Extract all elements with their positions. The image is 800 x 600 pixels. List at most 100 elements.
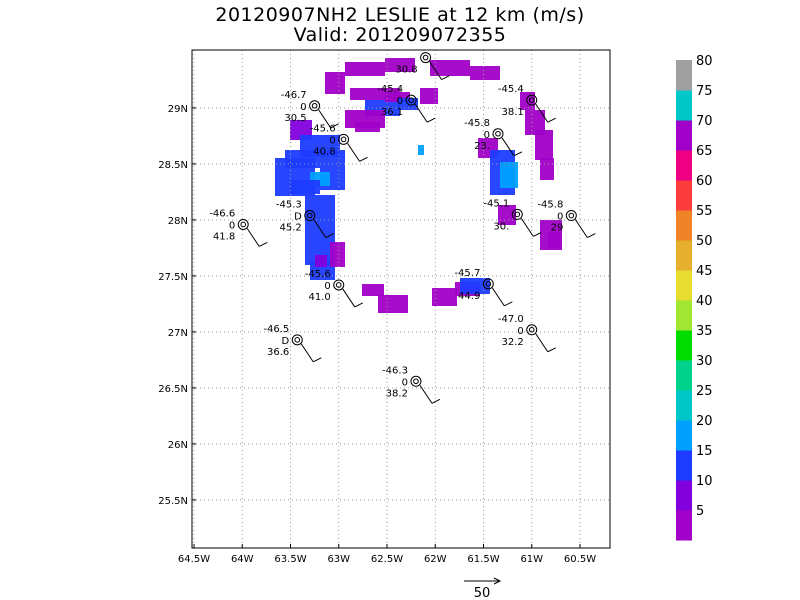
color-bar-label: 5: [696, 504, 704, 519]
station-value: 36.6: [267, 347, 289, 358]
station-value: 30.5: [284, 113, 306, 124]
color-bar-label: 45: [696, 264, 713, 279]
station-temperature: -45.6: [305, 269, 331, 280]
wind-barb-flag: [441, 75, 450, 81]
station-temperature: -46.6: [209, 208, 235, 219]
wind-barb-staff: [535, 333, 549, 353]
x-tick-label: 64W: [231, 554, 254, 565]
x-tick-label: 63W: [327, 554, 350, 565]
station-temperature: -45.8: [537, 200, 563, 211]
color-bar-label: 50: [696, 234, 713, 249]
wind-barb-staff: [318, 109, 332, 129]
chart-title: 20120907NH2 LESLIE at 12 km (m/s): [215, 4, 585, 26]
station-inner-circle-icon: [311, 102, 318, 109]
color-bar-segment: [676, 510, 692, 541]
station-circle-icon: [492, 128, 504, 140]
wind-barb-staff: [347, 143, 360, 162]
wind-barb-flag: [313, 357, 322, 363]
station-circle-icon: [511, 208, 523, 220]
station-inner-circle-icon: [495, 130, 501, 137]
station-plot: 30.8: [395, 52, 450, 81]
y-tick-label: 29N: [168, 104, 188, 115]
wind-barb-staff: [520, 218, 534, 237]
station-inner-circle-icon: [335, 282, 342, 288]
wind-speed-cell: [325, 72, 345, 94]
x-tick-label: 61.5W: [467, 554, 499, 565]
color-bar-label: 70: [696, 114, 713, 129]
reference-vector-label: 50: [474, 586, 491, 600]
station-circle-icon: [309, 100, 321, 112]
station-value: 36.1: [381, 107, 403, 118]
station-dewpoint: 0: [517, 326, 523, 337]
y-tick-label: 28N: [168, 216, 188, 227]
wind-speed-cell: [500, 162, 518, 188]
station-value: 32.2: [501, 337, 523, 348]
station-value: 41.0: [308, 292, 330, 303]
station-inner-circle-icon: [413, 378, 419, 385]
x-tick-label: 62.5W: [371, 554, 403, 565]
station-circle-icon: [526, 324, 538, 336]
station-value: 29: [551, 223, 564, 234]
color-bar-label: 30: [696, 354, 713, 369]
x-tick-label: 62W: [424, 554, 447, 565]
wind-barb-flag: [533, 231, 542, 237]
station-dewpoint: 0: [329, 135, 335, 146]
station-circle-icon: [338, 133, 350, 145]
color-bar-label: 15: [696, 444, 713, 459]
wind-speed-cell: [378, 295, 408, 313]
wind-speed-cell: [385, 92, 410, 102]
color-bar-segment: [676, 330, 692, 361]
station-temperature: -45.7: [454, 268, 480, 279]
wind-barb-staff: [342, 288, 356, 308]
station-value: 38.1: [501, 107, 523, 118]
wind-speed-cell: [432, 288, 457, 306]
x-tick-label: 60.5W: [564, 554, 596, 565]
y-tick-label: 26N: [168, 440, 188, 451]
wind-speed-cell: [315, 255, 327, 267]
wind-barb-flag: [504, 301, 513, 307]
reference-vector: 50: [464, 577, 502, 600]
station-temperature: -45.6: [310, 123, 336, 134]
station-circle-icon: [482, 278, 494, 290]
station-inner-circle-icon: [294, 337, 301, 343]
station-inner-circle-icon: [568, 212, 575, 219]
station-temperature: -45.1: [483, 198, 509, 209]
wind-barb-flag: [325, 233, 335, 238]
station-plots: -46.7030.5-45.4036.130.8-45.438.1-45.604…: [209, 52, 596, 404]
wind-speed-cell: [355, 122, 380, 132]
station-circle-icon: [304, 210, 316, 222]
station-temperature: -46.5: [263, 324, 289, 335]
color-bar-label: 65: [696, 144, 713, 159]
wind-barb-flag: [426, 117, 436, 123]
wind-speed-cell: [535, 130, 553, 160]
wind-barb-staff: [429, 61, 443, 80]
wind-barb-flag: [547, 117, 556, 123]
station-temperature: -46.7: [281, 90, 307, 101]
station-dewpoint: 0: [324, 281, 330, 292]
wind-barb-flag: [354, 302, 363, 308]
color-bar-label: 25: [696, 384, 713, 399]
wind-barb-staff: [574, 219, 588, 238]
wind-speed-cell: [430, 60, 470, 76]
reference-arrowhead: [493, 577, 502, 585]
wind-speed-cell: [498, 205, 516, 225]
color-bar-segment: [676, 450, 692, 481]
wind-speed-cell: [385, 58, 415, 72]
wind-barb-staff: [501, 137, 515, 157]
color-bar-segment: [676, 150, 692, 181]
station-dewpoint: 0: [402, 377, 408, 388]
station-circle-icon: [526, 94, 538, 106]
color-bar-label: 10: [696, 474, 713, 489]
station-plot: -45.1 30.: [483, 198, 542, 237]
map-grid: [192, 50, 610, 548]
wind-speed-cell: [290, 180, 320, 194]
station-dewpoint: D: [294, 212, 302, 223]
color-bar-label: 35: [696, 324, 713, 339]
wind-barb-staff: [313, 219, 327, 238]
